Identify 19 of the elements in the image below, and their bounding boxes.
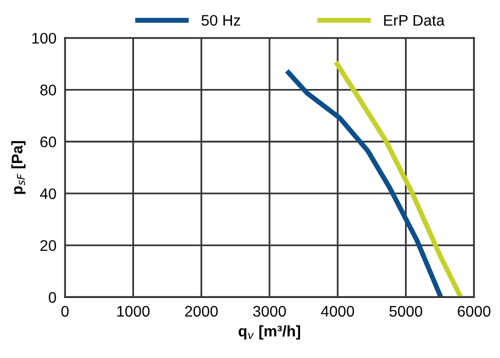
x-tick-label: 2000 <box>185 306 218 317</box>
y-tick-label: 100 <box>32 32 56 44</box>
y-tick-label: 20 <box>40 240 56 251</box>
y-tick-label: 60 <box>40 136 56 148</box>
line-series <box>333 60 464 298</box>
legend-label: ErP Data <box>384 15 445 26</box>
x-axis-title: q$_{v}$ [m³/h] <box>238 325 300 340</box>
x-tick-label: 0 <box>61 306 69 317</box>
y-tick-label: 40 <box>40 188 56 200</box>
x-tick-label: 5000 <box>389 306 422 317</box>
line-series <box>284 68 444 298</box>
y-axis-title: p$_{sF}$ [Pa] <box>11 141 26 194</box>
y-tick-label: 0 <box>48 292 56 303</box>
y-tick-label: 80 <box>40 84 56 96</box>
x-tick-label: 6000 <box>458 306 490 317</box>
x-tick-label: 4000 <box>321 306 354 317</box>
legend-label: 50 Hz <box>202 14 240 26</box>
x-tick-label: 3000 <box>253 306 286 317</box>
x-tick-label: 1000 <box>117 306 150 317</box>
